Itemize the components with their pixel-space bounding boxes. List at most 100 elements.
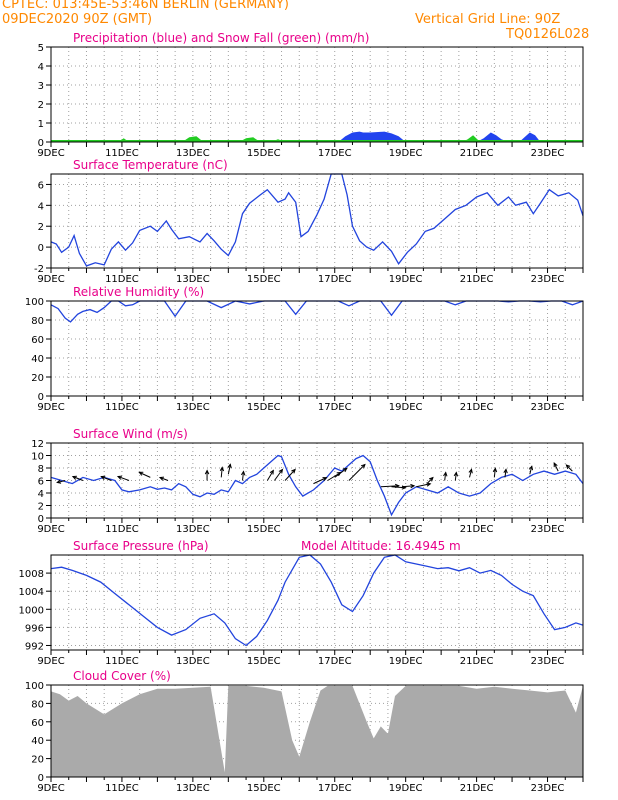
pres-title: Surface Pressure (hPa) — [73, 539, 209, 553]
pres-ytick-label: 1008 — [19, 569, 44, 580]
cloud-ytick-label: 40 — [31, 736, 44, 747]
wind-arrow-head — [219, 466, 225, 472]
wind-arrow-head — [322, 477, 328, 482]
wind-arrow-head — [503, 468, 508, 474]
header-location: CPTEC: 013:45E-53:46N BERLIN (GERMANY) — [2, 0, 289, 12]
wind-xtick-label: 13DEC — [176, 524, 210, 535]
cloud-title: Cloud Cover (%) — [73, 669, 171, 683]
wind-ytick-label: 8 — [38, 464, 44, 475]
wind-arrow-head — [565, 464, 571, 470]
wind-arrow-head — [158, 476, 165, 481]
pres-line — [50, 554, 584, 647]
wind-arrow — [57, 480, 66, 483]
wind-arrow — [469, 469, 472, 478]
wind-arrow — [444, 472, 447, 481]
wind-arrow-head — [56, 479, 62, 484]
wind-arrow — [529, 466, 533, 475]
cloud-xtick-label: 9DEC — [37, 783, 64, 794]
temp-ytick-label: 0 — [38, 243, 44, 254]
wind-arrow-head — [204, 469, 210, 475]
wind-arrow — [139, 471, 151, 478]
pres-ytick-label: 996 — [25, 623, 44, 634]
rh-ytick-label: 20 — [31, 373, 44, 384]
precip-xtick-label: 19DEC — [389, 148, 423, 159]
temp-ytick-label: 6 — [38, 180, 44, 191]
precip-ytick-label: 3 — [38, 81, 44, 92]
wind-arrow-head — [468, 468, 473, 474]
temp-xtick-label: 15DEC — [247, 274, 281, 285]
temp-frame — [50, 173, 584, 269]
wind-arrow — [117, 476, 130, 481]
wind-ytick-label: 12 — [31, 439, 44, 450]
cloud-xtick-label: 21DEC — [460, 783, 494, 794]
wind-arrow-head — [443, 471, 448, 477]
cloud-ytick-label: 60 — [31, 718, 44, 729]
rh-xtick-label: 11DEC — [105, 402, 139, 413]
rh-line — [50, 300, 584, 323]
pres-ytick-label: 1000 — [19, 605, 44, 616]
precip-xtick-label: 13DEC — [176, 148, 210, 159]
wind-arrow-head — [528, 465, 534, 471]
cloud-xtick-label: 19DEC — [389, 783, 423, 794]
pres-xtick-label: 13DEC — [176, 656, 210, 667]
cloud-xtick-label: 17DEC — [318, 783, 352, 794]
wind-xtick-label: 15DEC — [247, 524, 281, 535]
wind-xtick-label: 9DEC — [37, 524, 64, 535]
cloud-xtick-label: 13DEC — [176, 783, 210, 794]
wind-arrow — [380, 485, 399, 488]
pres-xtick-label: 9DEC — [37, 656, 64, 667]
wind-line — [50, 454, 584, 517]
wind-arrow — [426, 477, 434, 484]
pres-xtick-label: 17DEC — [318, 656, 352, 667]
pres-xtick-label: 21DEC — [460, 656, 494, 667]
rh-xtick-label: 17DEC — [318, 402, 352, 413]
wind-ytick-label: 4 — [38, 489, 44, 500]
rh-xtick-label: 13DEC — [176, 402, 210, 413]
precip-ytick-label: 2 — [38, 100, 44, 111]
wind-arrow-head — [227, 463, 232, 469]
wind-arrow — [313, 477, 327, 485]
wind-arrow — [348, 464, 366, 481]
wind-arrow-head — [410, 483, 416, 489]
rh-xtick-label: 15DEC — [247, 402, 281, 413]
wind-arrow — [454, 472, 457, 481]
wind-arrow — [227, 464, 231, 475]
header-run-date: 09DEC2020 90Z (GMT) — [2, 12, 153, 27]
cloud-ytick-label: 80 — [31, 699, 44, 710]
temp-xtick-label: 9DEC — [37, 274, 64, 285]
pres-annotation: Model Altitude: 16.4945 m — [301, 539, 461, 553]
wind-arrow-head — [240, 470, 246, 476]
precip-ytick-label: 0 — [38, 138, 44, 149]
rh-xtick-label: 21DEC — [460, 402, 494, 413]
wind-arrow-head — [269, 469, 274, 475]
precip-title: Precipitation (blue) and Snow Fall (gree… — [73, 31, 369, 45]
temp-ytick-label: 2 — [38, 222, 44, 233]
pres-xtick-label: 15DEC — [247, 656, 281, 667]
wind-arrow — [159, 477, 169, 481]
rh-title: Relative Humidity (%) — [73, 285, 204, 299]
wind-arrow — [327, 472, 341, 481]
pres-xtick-label: 11DEC — [105, 656, 139, 667]
wind-xtick-label: 19DEC — [389, 524, 423, 535]
wind-xtick-label: 21DEC — [460, 524, 494, 535]
wind-arrow — [334, 467, 348, 478]
precip-xtick-label: 23DEC — [531, 148, 565, 159]
temp-title: Surface Temperature (nC) — [73, 158, 228, 172]
wind-ytick-label: 2 — [38, 502, 44, 513]
header-grid-note: Vertical Grid Line: 90Z — [415, 12, 561, 27]
wind-title: Surface Wind (m/s) — [73, 427, 188, 441]
wind-arrow-head — [360, 463, 366, 469]
temp-xtick-label: 17DEC — [318, 274, 352, 285]
pres-ytick-label: 1004 — [19, 587, 44, 598]
wind-arrow — [553, 462, 559, 472]
wind-arrow — [242, 471, 245, 481]
temp-xtick-label: 13DEC — [176, 274, 210, 285]
temp-ytick-label: 4 — [38, 201, 44, 212]
wind-ytick-label: 6 — [38, 477, 44, 488]
wind-arrow — [402, 485, 415, 488]
temp-xtick-label: 11DEC — [105, 274, 139, 285]
wind-arrow-head — [342, 467, 348, 473]
wind-arrow-head — [116, 475, 123, 480]
wind-xtick-label: 17DEC — [318, 524, 352, 535]
